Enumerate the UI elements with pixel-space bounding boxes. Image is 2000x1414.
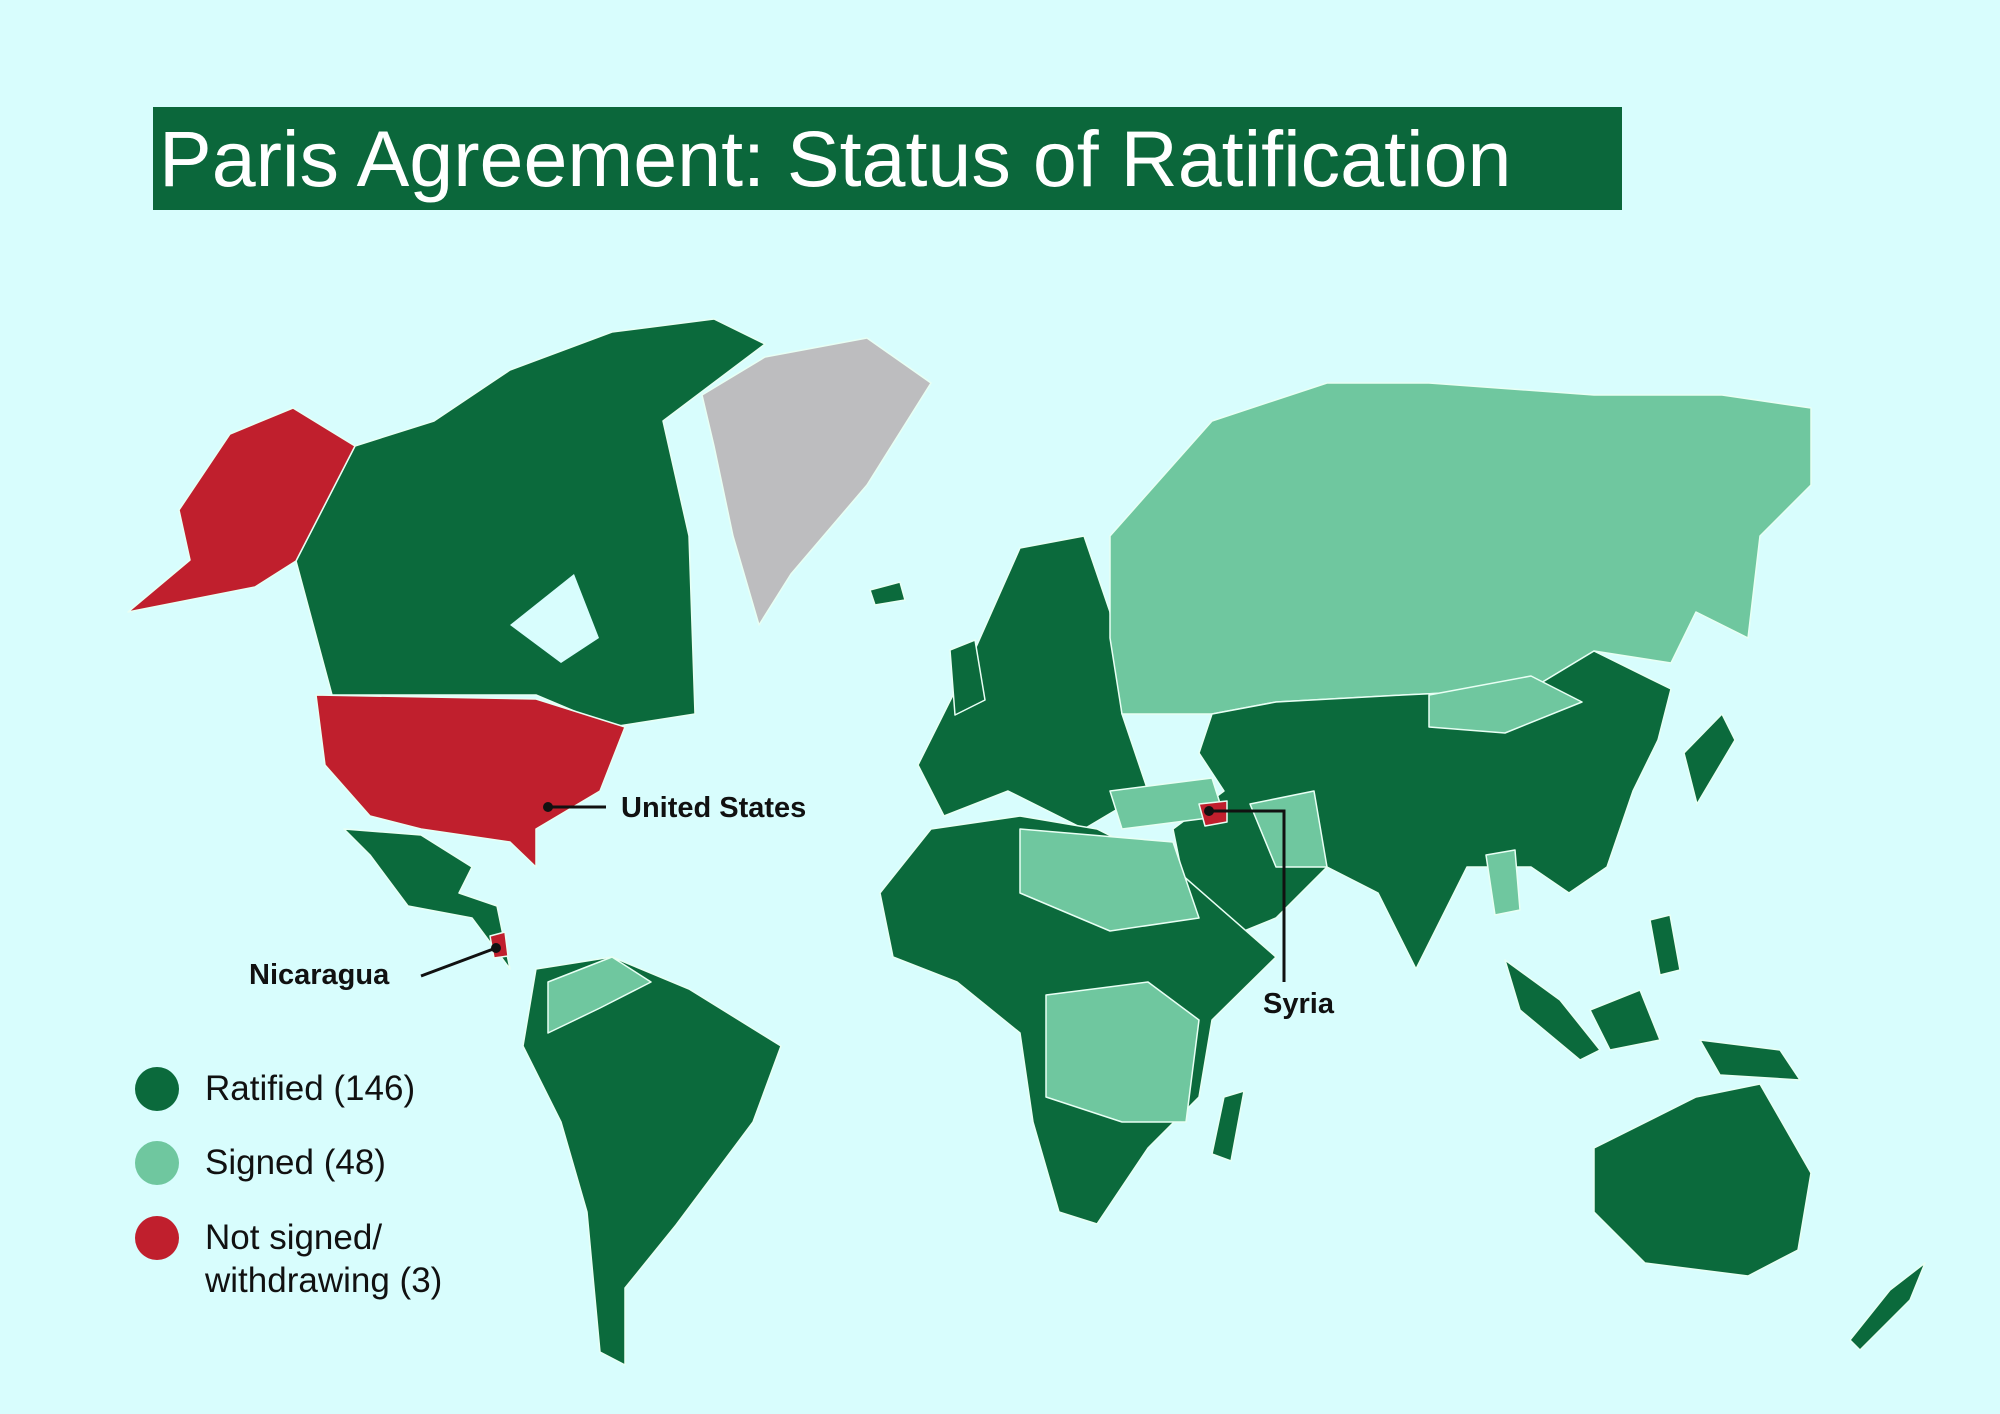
callout-leaders xyxy=(420,802,1286,982)
page-title: Paris Agreement: Status of Ratification xyxy=(159,114,1512,203)
nicaragua-leader-dot xyxy=(491,943,501,953)
region-myanmar xyxy=(1485,849,1521,916)
region-russia xyxy=(1109,382,1812,715)
us-leader-dot xyxy=(543,802,553,812)
region-greenland xyxy=(701,337,932,626)
syria-leader-dot xyxy=(1204,806,1214,816)
region-iceland xyxy=(869,581,906,606)
syria-leader-line xyxy=(1209,809,1286,982)
region-canada xyxy=(295,318,766,728)
region-new-zealand xyxy=(1849,1262,1926,1351)
region-venezuela-colombia xyxy=(547,956,652,1034)
region-sea-islands-1 xyxy=(1504,959,1601,1061)
region-uk xyxy=(949,639,986,716)
region-mexico-central-america xyxy=(343,828,511,970)
region-hudson-bay xyxy=(510,574,599,663)
region-mongolia xyxy=(1428,675,1583,734)
region-philippines xyxy=(1649,914,1681,976)
region-new-guinea xyxy=(1699,1039,1801,1081)
legend-label: Not signed/ withdrawing (3) xyxy=(205,1218,443,1300)
legend-item-ratified: Ratified (146) xyxy=(135,1067,415,1111)
legend-label: Ratified (146) xyxy=(205,1069,416,1108)
legend-label: Signed (48) xyxy=(205,1143,386,1182)
region-north-africa-signed xyxy=(1019,828,1200,932)
nicaragua-leader-line xyxy=(420,946,497,978)
callout-united-states: United States xyxy=(621,792,807,824)
callout-nicaragua: Nicaragua xyxy=(249,959,390,991)
region-japan xyxy=(1683,713,1736,805)
region-central-africa-signed xyxy=(1045,981,1200,1123)
ratified-swatch xyxy=(135,1067,179,1111)
region-alaska xyxy=(127,407,356,613)
signed-swatch xyxy=(135,1141,179,1185)
legend-item-signed: Signed (48) xyxy=(135,1141,386,1185)
callout-syria: Syria xyxy=(1263,988,1334,1020)
region-united-states xyxy=(315,694,626,868)
legend-item-not-signed: Not signed/ withdrawing (3) xyxy=(135,1216,442,1302)
region-australia xyxy=(1593,1083,1812,1277)
region-south-america xyxy=(522,956,782,1366)
not-signed-swatch xyxy=(135,1216,179,1260)
region-sea-islands-2 xyxy=(1589,989,1661,1051)
title-banner: Paris Agreement: Status of Ratification xyxy=(153,107,1622,210)
region-madagascar xyxy=(1211,1090,1245,1162)
